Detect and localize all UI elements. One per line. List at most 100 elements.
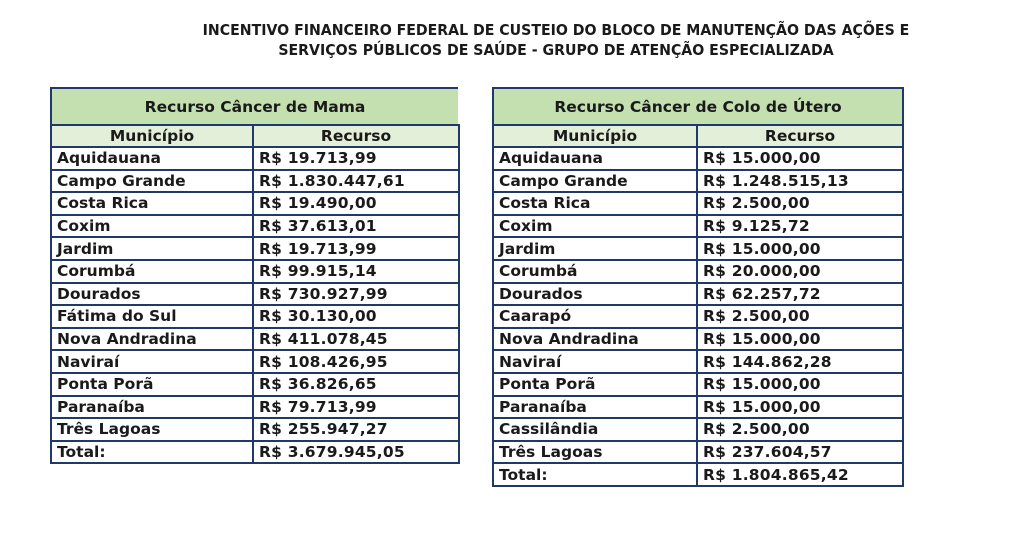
cell-recurso: R$ 19.490,00 — [251, 191, 461, 216]
cell-recurso: R$ 36.826,65 — [251, 371, 461, 397]
cell-recurso: R$ 108.426,95 — [251, 349, 461, 374]
cell-municipio: Coxim — [492, 213, 698, 239]
cell-recurso: R$ 19.713,99 — [251, 236, 461, 261]
cell-municipio: Campo Grande — [492, 168, 698, 194]
table-row: Paranaíba R$ 79.713,99 — [50, 394, 461, 420]
cell-municipio: Campo Grande — [50, 168, 254, 194]
cell-recurso: R$ 99.915,14 — [251, 258, 461, 284]
cell-municipio: Costa Rica — [50, 191, 254, 216]
cell-municipio: Aquidauana — [50, 146, 254, 171]
table-row: Corumbá R$ 20.000,00 — [492, 258, 905, 284]
cell-recurso: R$ 62.257,72 — [695, 281, 905, 307]
cell-recurso: R$ 237.604,57 — [695, 439, 905, 465]
cell-recurso: R$ 1.830.447,61 — [251, 168, 461, 194]
cell-recurso: R$ 15.000,00 — [695, 146, 905, 171]
column-header-municipio: Município — [50, 124, 254, 148]
cell-municipio: Corumbá — [492, 258, 698, 284]
table-row: Três Lagoas R$ 255.947,27 — [50, 417, 461, 442]
table-total-row: Total: R$ 1.804.865,42 — [492, 462, 905, 487]
table-row: Caarapó R$ 2.500,00 — [492, 304, 905, 329]
cell-municipio: Naviraí — [50, 349, 254, 374]
cell-municipio: Corumbá — [50, 258, 254, 284]
table-row: Costa Rica R$ 2.500,00 — [492, 191, 905, 216]
table-row: Fátima do Sul R$ 30.130,00 — [50, 304, 461, 329]
cell-municipio: Caarapó — [492, 304, 698, 329]
cell-recurso: R$ 9.125,72 — [695, 213, 905, 239]
cell-municipio: Ponta Porã — [50, 371, 254, 397]
cell-municipio: Paranaíba — [492, 394, 698, 420]
table-total-row: Total: R$ 3.679.945,05 — [50, 439, 461, 465]
table-cancer-colo-utero: Recurso Câncer de Colo de Útero Municípi… — [491, 87, 905, 487]
cell-municipio: Três Lagoas — [492, 439, 698, 465]
table-row: Costa Rica R$ 19.490,00 — [50, 191, 461, 216]
table-row: Nova Andradina R$ 411.078,45 — [50, 326, 461, 352]
table-row: Naviraí R$ 108.426,95 — [50, 349, 461, 374]
table-row: Jardim R$ 15.000,00 — [492, 236, 905, 261]
cell-municipio: Jardim — [50, 236, 254, 261]
table-row: Ponta Porã R$ 15.000,00 — [492, 371, 905, 397]
table-row: Paranaíba R$ 15.000,00 — [492, 394, 905, 420]
table-row: Nova Andradina R$ 15.000,00 — [492, 326, 905, 352]
cell-recurso: R$ 411.078,45 — [251, 326, 461, 352]
cell-municipio: Jardim — [492, 236, 698, 261]
total-label: Total: — [50, 439, 254, 465]
table-row: Corumbá R$ 99.915,14 — [50, 258, 461, 284]
column-header-municipio: Município — [492, 124, 698, 148]
table-row: Dourados R$ 730.927,99 — [50, 281, 461, 307]
cell-municipio: Fátima do Sul — [50, 304, 254, 329]
cell-recurso: R$ 730.927,99 — [251, 281, 461, 307]
cell-municipio: Dourados — [50, 281, 254, 307]
table-row: Cassilândia R$ 2.500,00 — [492, 417, 905, 442]
page-title-line-1: INCENTIVO FINANCEIRO FEDERAL DE CUSTEIO … — [202, 21, 910, 39]
cell-recurso: R$ 15.000,00 — [695, 371, 905, 397]
table-row: Coxim R$ 37.613,01 — [50, 213, 461, 239]
table-cancer-mama: Recurso Câncer de Mama Município Recurso… — [49, 87, 461, 465]
cell-municipio: Nova Andradina — [50, 326, 254, 352]
page-title: INCENTIVO FINANCEIRO FEDERAL DE CUSTEIO … — [121, 20, 991, 60]
table-row: Aquidauana R$ 19.713,99 — [50, 146, 461, 171]
table-title-row: Recurso Câncer de Mama — [49, 87, 461, 126]
cell-municipio: Costa Rica — [492, 191, 698, 216]
column-header-recurso: Recurso — [251, 124, 461, 148]
table-row: Campo Grande R$ 1.830.447,61 — [50, 168, 461, 194]
table-row: Ponta Porã R$ 36.826,65 — [50, 371, 461, 397]
cell-recurso: R$ 1.248.515,13 — [695, 168, 905, 194]
page-title-line-2: SERVIÇOS PÚBLICOS DE SAÚDE - GRUPO DE AT… — [278, 41, 834, 59]
cell-municipio: Ponta Porã — [492, 371, 698, 397]
table-row: Coxim R$ 9.125,72 — [492, 213, 905, 239]
cell-municipio: Paranaíba — [50, 394, 254, 420]
cell-recurso: R$ 144.862,28 — [695, 349, 905, 374]
cell-recurso: R$ 15.000,00 — [695, 236, 905, 261]
table-row: Naviraí R$ 144.862,28 — [492, 349, 905, 374]
table-title: Recurso Câncer de Colo de Útero — [491, 87, 905, 126]
cell-recurso: R$ 79.713,99 — [251, 394, 461, 420]
table-row: Dourados R$ 62.257,72 — [492, 281, 905, 307]
cell-recurso: R$ 255.947,27 — [251, 417, 461, 442]
column-header-recurso: Recurso — [695, 124, 905, 148]
cell-municipio: Três Lagoas — [50, 417, 254, 442]
cell-municipio: Dourados — [492, 281, 698, 307]
table-row: Campo Grande R$ 1.248.515,13 — [492, 168, 905, 194]
table-title: Recurso Câncer de Mama — [49, 87, 461, 126]
cell-municipio: Aquidauana — [492, 146, 698, 171]
cell-municipio: Naviraí — [492, 349, 698, 374]
cell-recurso: R$ 2.500,00 — [695, 417, 905, 442]
total-label: Total: — [492, 462, 698, 487]
table-row: Aquidauana R$ 15.000,00 — [492, 146, 905, 171]
table-header-row: Município Recurso — [492, 124, 905, 148]
cell-municipio: Coxim — [50, 213, 254, 239]
cell-municipio: Cassilândia — [492, 417, 698, 442]
cell-recurso: R$ 30.130,00 — [251, 304, 461, 329]
table-row: Jardim R$ 19.713,99 — [50, 236, 461, 261]
total-value: R$ 3.679.945,05 — [251, 439, 461, 465]
cell-municipio: Nova Andradina — [492, 326, 698, 352]
total-value: R$ 1.804.865,42 — [695, 462, 905, 487]
cell-recurso: R$ 2.500,00 — [695, 191, 905, 216]
table-header-row: Município Recurso — [50, 124, 461, 148]
cell-recurso: R$ 37.613,01 — [251, 213, 461, 239]
table-title-row: Recurso Câncer de Colo de Útero — [491, 87, 905, 126]
cell-recurso: R$ 15.000,00 — [695, 394, 905, 420]
cell-recurso: R$ 20.000,00 — [695, 258, 905, 284]
table-row: Três Lagoas R$ 237.604,57 — [492, 439, 905, 465]
cell-recurso: R$ 15.000,00 — [695, 326, 905, 352]
